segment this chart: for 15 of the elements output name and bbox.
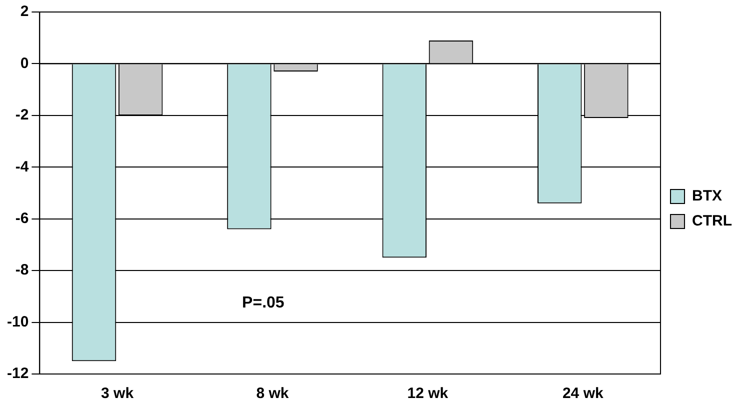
annotation: P=.05 — [242, 294, 284, 312]
legend-label: CTRL — [692, 212, 732, 230]
y-tick-label: -6 — [15, 210, 29, 227]
x-tick-label: 8 wk — [256, 385, 290, 402]
x-tick-label: 24 wk — [562, 385, 604, 402]
y-tick-label: 2 — [20, 3, 29, 20]
legend-label: BTX — [692, 188, 722, 205]
y-tick-label: 0 — [20, 54, 29, 72]
x-tick-label: 3 wk — [101, 385, 134, 402]
y-tick-label: -12 — [6, 365, 29, 382]
y-tick-label: -10 — [6, 313, 29, 330]
y-tick-label: -2 — [15, 106, 29, 124]
y-tick-label: -4 — [15, 158, 30, 176]
y-tick-label: -8 — [15, 262, 29, 279]
x-tick-label: 12 wk — [407, 385, 449, 402]
